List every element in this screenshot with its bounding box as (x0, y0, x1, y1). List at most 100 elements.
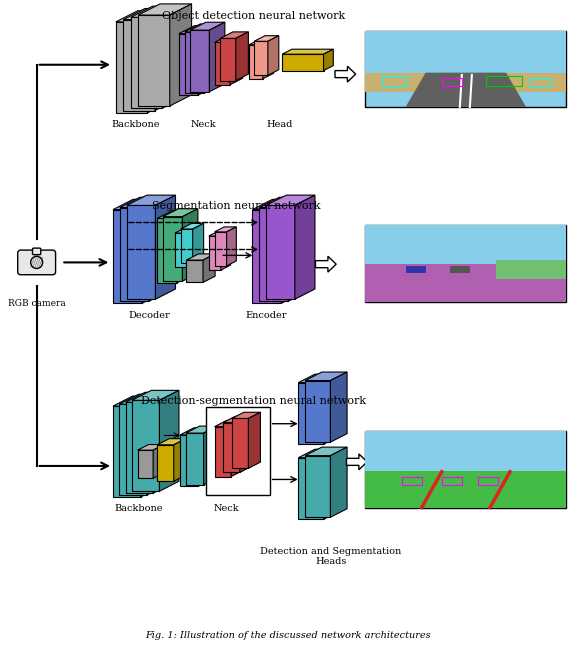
Text: Detection and Segmentation
Heads: Detection and Segmentation Heads (260, 547, 402, 566)
Bar (365, 226, 566, 302)
Polygon shape (157, 211, 192, 218)
Polygon shape (305, 447, 347, 456)
Polygon shape (127, 205, 155, 299)
Polygon shape (215, 227, 236, 232)
Polygon shape (157, 439, 186, 445)
Polygon shape (305, 380, 331, 442)
Polygon shape (496, 260, 566, 279)
Polygon shape (132, 390, 179, 400)
Polygon shape (324, 374, 340, 445)
Polygon shape (223, 417, 252, 422)
Text: Segmentation neural network: Segmentation neural network (152, 200, 321, 211)
Polygon shape (147, 394, 166, 495)
Polygon shape (253, 209, 281, 303)
Polygon shape (305, 372, 347, 380)
Polygon shape (157, 445, 174, 481)
Polygon shape (174, 439, 186, 481)
Polygon shape (141, 200, 162, 303)
Polygon shape (223, 422, 240, 472)
Polygon shape (175, 233, 187, 267)
Polygon shape (365, 30, 566, 73)
Polygon shape (116, 11, 169, 22)
Text: Backbone: Backbone (115, 504, 163, 513)
Polygon shape (230, 36, 243, 85)
Polygon shape (126, 392, 173, 402)
Polygon shape (163, 216, 182, 281)
Polygon shape (148, 197, 169, 301)
Polygon shape (215, 232, 226, 266)
Polygon shape (268, 36, 279, 75)
Text: Neck: Neck (190, 120, 216, 129)
Polygon shape (204, 24, 219, 93)
Polygon shape (119, 394, 166, 404)
Polygon shape (232, 419, 249, 469)
Polygon shape (210, 22, 225, 92)
Polygon shape (346, 454, 367, 470)
Polygon shape (170, 4, 191, 106)
Polygon shape (113, 209, 141, 303)
Polygon shape (236, 32, 249, 80)
FancyBboxPatch shape (207, 407, 269, 494)
Polygon shape (299, 457, 324, 519)
Polygon shape (155, 195, 176, 299)
Polygon shape (116, 22, 147, 113)
Polygon shape (137, 450, 153, 478)
Polygon shape (162, 6, 184, 108)
Polygon shape (157, 218, 177, 283)
Polygon shape (240, 417, 252, 472)
Polygon shape (186, 426, 218, 433)
Text: Encoder: Encoder (246, 310, 287, 319)
Polygon shape (299, 383, 324, 445)
Text: Detection-segmentation neural network: Detection-segmentation neural network (141, 397, 366, 406)
Polygon shape (153, 445, 164, 478)
Polygon shape (131, 17, 162, 108)
Polygon shape (193, 224, 204, 263)
Polygon shape (184, 24, 219, 32)
Bar (365, 30, 566, 107)
Polygon shape (155, 8, 177, 111)
Text: Decoder: Decoder (128, 310, 170, 319)
Polygon shape (220, 32, 249, 38)
Polygon shape (198, 428, 212, 487)
Polygon shape (220, 38, 236, 80)
Polygon shape (215, 36, 243, 43)
Polygon shape (209, 236, 221, 270)
Text: Backbone: Backbone (112, 120, 160, 129)
Polygon shape (180, 224, 204, 229)
Polygon shape (324, 449, 340, 519)
Bar (442, 78, 462, 86)
Polygon shape (203, 254, 215, 283)
Polygon shape (262, 40, 274, 79)
Polygon shape (254, 41, 268, 75)
Polygon shape (204, 426, 218, 485)
Polygon shape (140, 396, 160, 497)
Polygon shape (186, 254, 215, 260)
Polygon shape (282, 49, 333, 54)
Polygon shape (295, 195, 315, 299)
Polygon shape (249, 40, 274, 45)
Polygon shape (138, 15, 170, 106)
Polygon shape (324, 49, 333, 71)
Polygon shape (180, 229, 193, 263)
Polygon shape (281, 200, 301, 303)
Polygon shape (282, 54, 324, 71)
Polygon shape (299, 374, 340, 383)
Text: Head: Head (266, 120, 293, 129)
Polygon shape (186, 260, 203, 283)
Polygon shape (190, 22, 225, 30)
Polygon shape (266, 205, 295, 299)
Polygon shape (132, 400, 159, 491)
Polygon shape (209, 231, 230, 236)
Polygon shape (198, 26, 214, 95)
FancyBboxPatch shape (17, 250, 56, 275)
Polygon shape (315, 256, 336, 272)
Polygon shape (180, 435, 198, 487)
Polygon shape (215, 421, 243, 426)
Polygon shape (266, 195, 315, 205)
Polygon shape (365, 471, 566, 507)
Polygon shape (186, 433, 204, 485)
Polygon shape (331, 372, 347, 442)
Polygon shape (299, 449, 340, 457)
Polygon shape (175, 227, 198, 233)
Polygon shape (179, 26, 214, 34)
